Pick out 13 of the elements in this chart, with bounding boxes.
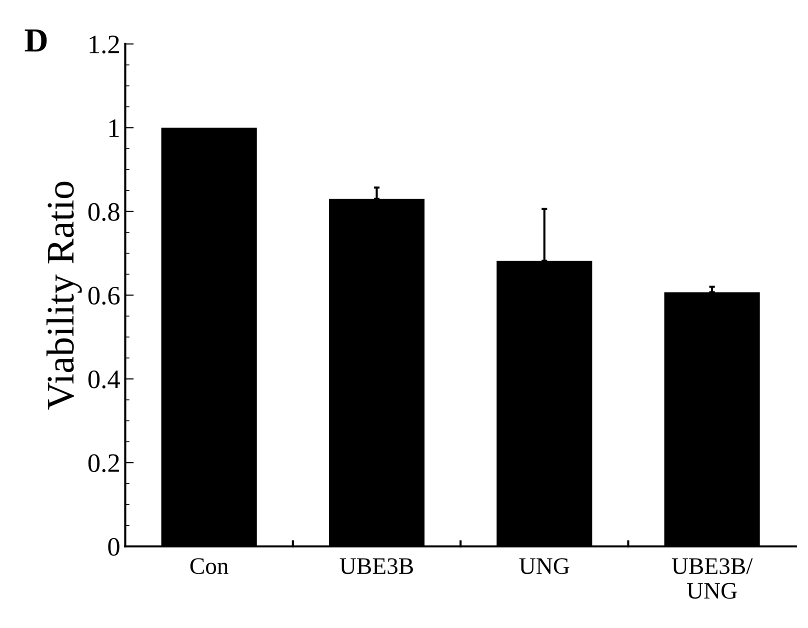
y-tick-label: 0.4 <box>88 370 120 388</box>
y-tick-label: 0.2 <box>88 454 119 472</box>
text: D <box>24 30 47 52</box>
y-tick-label: 0 <box>108 538 120 556</box>
y-axis-title: Viability Ratio <box>46 182 82 410</box>
y-tick-label: 0.8 <box>88 203 120 221</box>
x-tick-label: Con <box>190 558 228 574</box>
y-tick-label: 1.2 <box>90 36 119 54</box>
x-tick-label: UBE3B/ UNG <box>672 558 753 599</box>
y-tick-label: 1 <box>110 119 119 137</box>
y-tick-label: 0.6 <box>88 286 120 305</box>
x-tick-label: UNG <box>519 558 570 574</box>
x-tick-label: UBE3B <box>340 558 413 574</box>
